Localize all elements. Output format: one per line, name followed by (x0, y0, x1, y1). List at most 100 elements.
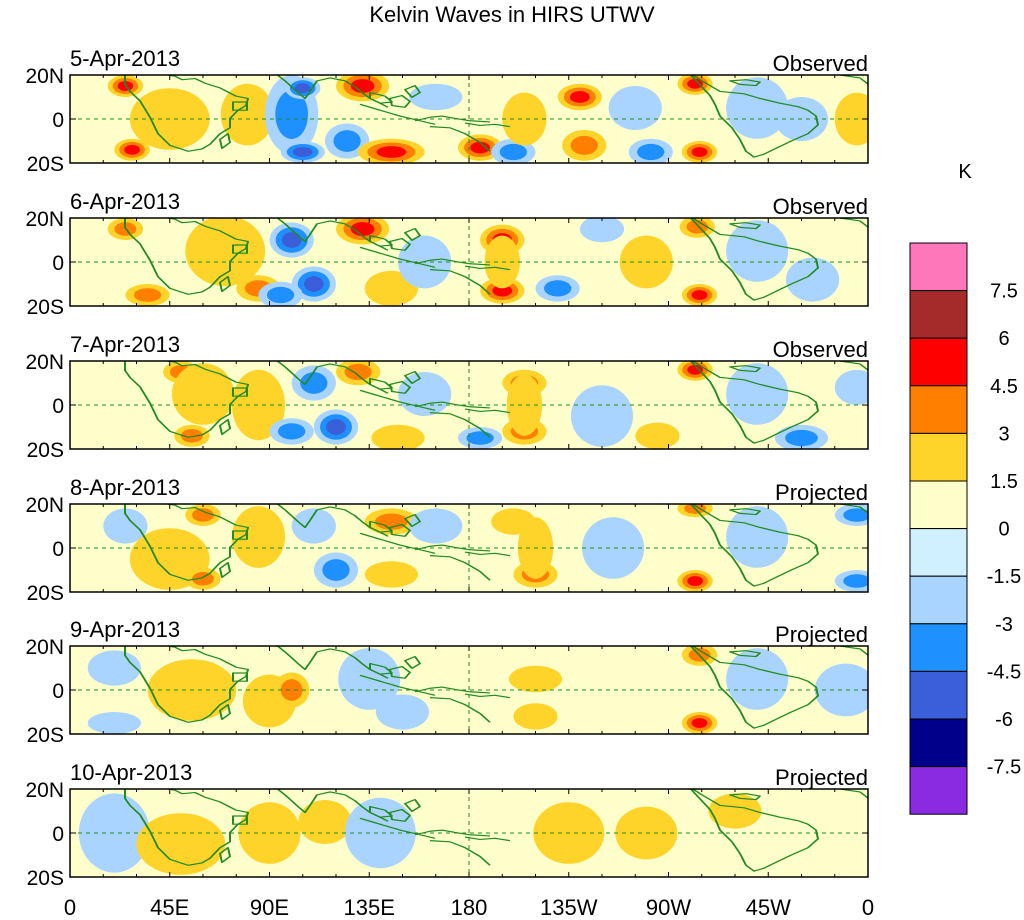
panel-date: 9-Apr-2013 (70, 617, 180, 642)
anomaly-field (70, 789, 868, 877)
colorbar-label: 7.5 (990, 281, 1018, 303)
y-tick-label: 0 (52, 395, 64, 418)
anomaly-contour (192, 508, 214, 522)
anomaly-contour (371, 424, 425, 449)
panel-date: 5-Apr-2013 (70, 46, 180, 71)
panel-status: Observed (773, 194, 868, 219)
anomaly-contour (608, 86, 662, 130)
anomaly-contour (686, 220, 709, 234)
anomaly-contour (364, 270, 419, 306)
anomaly-contour (637, 143, 665, 161)
y-tick-label: 20S (27, 867, 64, 890)
colorbar-swatch (909, 718, 968, 768)
anomaly-contour (508, 665, 563, 693)
anomaly-field (70, 75, 868, 163)
anomaly-contour (687, 576, 703, 586)
y-tick-label: 0 (52, 252, 64, 275)
panel-5: 20N 0 20S 9-Apr-2013 Projected (25, 617, 869, 747)
anomaly-contour (579, 218, 625, 243)
anomaly-contour (278, 423, 306, 440)
colorbar-label: -7.5 (987, 757, 1021, 779)
anomaly-contour (231, 369, 286, 441)
colorbar-swatch (909, 432, 968, 482)
anomaly-contour (292, 147, 313, 157)
colorbar-swatch (909, 290, 968, 339)
anomaly-contour (333, 130, 361, 152)
anomaly-contour (238, 802, 301, 864)
x-tick-label: 180 (451, 895, 488, 920)
x-tick-label: 90E (250, 895, 289, 920)
anomaly-contour (691, 718, 708, 728)
colorbar-label: 3 (998, 423, 1009, 445)
y-tick-label: 0 (52, 109, 64, 132)
panel-1: 20N 0 20S 5-Apr-2013 Observed (25, 46, 869, 176)
anomaly-contour (834, 92, 868, 146)
anomaly-contour (375, 694, 430, 730)
y-tick-label: 20N (25, 636, 64, 659)
colorbar-label: -6 (995, 709, 1013, 731)
colorbar-swatch (909, 480, 968, 530)
anomaly-contour (687, 364, 703, 375)
anomaly-contour (136, 813, 226, 875)
anomaly-contour (785, 257, 840, 302)
anomaly-contour (409, 508, 463, 544)
colorbar-swatch (909, 528, 968, 577)
anomaly-field (70, 646, 868, 734)
anomaly-field (70, 361, 868, 449)
anomaly-contour (502, 92, 547, 146)
anomaly-contour (544, 280, 572, 297)
anomaly-contour (492, 284, 513, 297)
anomaly-contour (124, 144, 140, 155)
x-tick-label: 135W (540, 895, 598, 920)
panel-status: Projected (775, 622, 868, 647)
anomaly-contour (499, 143, 527, 161)
anomaly-contour (303, 276, 324, 292)
colorbar-label: 4.5 (990, 376, 1018, 398)
colorbar-swatch (909, 337, 968, 387)
x-tick-label: 135E (344, 895, 395, 920)
anomaly-contour (281, 232, 302, 248)
y-tick-label: 0 (52, 823, 64, 846)
y-tick-label: 20S (27, 153, 64, 176)
chart-title: Kelvin Waves in HIRS UTWV (369, 2, 655, 27)
colorbar-label: 1.5 (990, 471, 1018, 493)
y-tick-label: 20S (27, 296, 64, 319)
anomaly-contour (834, 369, 868, 405)
anomaly-contour (785, 429, 818, 447)
panel-status: Observed (773, 51, 868, 76)
anomaly-contour (708, 793, 762, 829)
anomaly-field (70, 504, 868, 592)
anomaly-contour (344, 363, 372, 381)
anomaly-contour (294, 83, 311, 94)
y-tick-label: 20S (27, 724, 64, 747)
anomaly-contour (192, 572, 214, 586)
panel-status: Projected (775, 765, 868, 790)
anomaly-contour (78, 793, 150, 873)
anomaly-contour (398, 372, 452, 416)
colorbar-swatch (909, 670, 968, 720)
colorbar-label: 0 (998, 519, 1009, 541)
colorbar-swatch (909, 575, 968, 625)
x-tick-label: 45E (150, 895, 189, 920)
anomaly-contour (687, 78, 703, 89)
y-tick-label: 0 (52, 538, 64, 561)
x-tick-label: 0 (64, 895, 76, 920)
y-tick-label: 20S (27, 582, 64, 605)
anomaly-contour (569, 91, 590, 103)
anomaly-contour (300, 372, 328, 394)
x-tick-label: 90W (646, 895, 691, 920)
anomaly-contour (843, 508, 868, 522)
y-tick-label: 0 (52, 680, 64, 703)
anomaly-contour (103, 508, 148, 544)
panel-4: 20N 0 20S 8-Apr-2013 Projected (25, 475, 869, 605)
anomaly-contour (364, 561, 419, 588)
anomaly-contour (470, 141, 490, 154)
anomaly-contour (635, 422, 680, 449)
anomaly-field (70, 218, 868, 306)
anomaly-contour (220, 83, 274, 146)
anomaly-contour (570, 385, 634, 447)
anomaly-contour (231, 506, 286, 568)
anomaly-contour (582, 517, 645, 579)
colorbar-swatch (909, 242, 968, 292)
anomaly-contour (338, 648, 401, 710)
